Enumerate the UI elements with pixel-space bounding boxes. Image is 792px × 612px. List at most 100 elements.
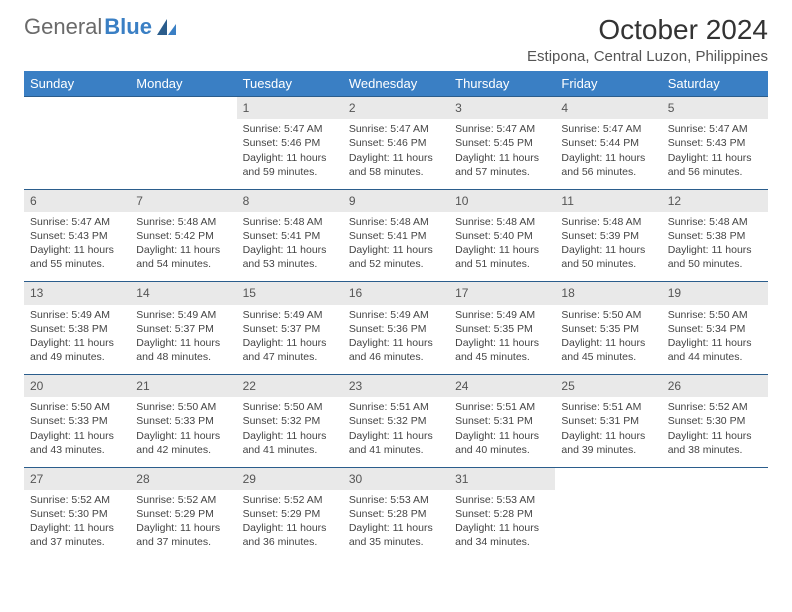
details-row: Sunrise: 5:49 AMSunset: 5:38 PMDaylight:…	[24, 305, 768, 375]
sunset-text: Sunset: 5:40 PM	[455, 229, 549, 243]
weekday-header: Wednesday	[343, 71, 449, 97]
day-number: 1	[243, 101, 250, 115]
brand-part2: Blue	[104, 14, 152, 40]
day-number-cell: 15	[237, 282, 343, 305]
day-number: 2	[349, 101, 356, 115]
sunset-text: Sunset: 5:46 PM	[349, 136, 443, 150]
day-number-cell: 6	[24, 189, 130, 212]
sunset-text: Sunset: 5:41 PM	[349, 229, 443, 243]
day-number: 20	[30, 379, 43, 393]
daynum-row: 20212223242526	[24, 375, 768, 398]
day-number: 25	[561, 379, 574, 393]
day-number-cell: 19	[662, 282, 768, 305]
day-details-cell: Sunrise: 5:49 AMSunset: 5:38 PMDaylight:…	[24, 305, 130, 375]
day-number-cell: 13	[24, 282, 130, 305]
details-row: Sunrise: 5:52 AM Sunset: 5:30 PMDaylight:…	[24, 490, 768, 560]
day-number-cell: 3	[449, 97, 555, 120]
daylight-text: Daylight: 11 hours and 42 minutes.	[136, 429, 230, 457]
daylight-text: Daylight: 11 hours and 47 minutes.	[243, 336, 337, 364]
sunrise-text: Sunrise: 5:48 AM	[455, 215, 549, 229]
sunrise-text: Sunrise: 5:47 AM	[455, 122, 549, 136]
daylight-text: Daylight: 11 hours and 37 minutes.	[30, 521, 124, 549]
sunrise-text: Sunrise: 5:49 AM	[243, 308, 337, 322]
daynum-row: 2728293031	[24, 467, 768, 490]
sunrise-text: Sunrise: 5:49 AM	[30, 308, 124, 322]
day-details-cell: Sunrise: 5:49 AMSunset: 5:37 PMDaylight:…	[237, 305, 343, 375]
day-number: 16	[349, 286, 362, 300]
sunrise-text: Sunrise: 5:47 AM	[668, 122, 762, 136]
day-details-cell: Sunrise: 5:48 AMSunset: 5:40 PMDaylight:…	[449, 212, 555, 282]
daylight-text: Daylight: 11 hours and 40 minutes.	[455, 429, 549, 457]
day-details-cell: Sunrise: 5:48 AMSunset: 5:41 PMDaylight:…	[343, 212, 449, 282]
day-details-cell: Sunrise: 5:49 AMSunset: 5:37 PMDaylight:…	[130, 305, 236, 375]
sunset-text: Sunset: 5:30 PM	[30, 507, 124, 521]
daylight-text: Daylight: 11 hours and 41 minutes.	[349, 429, 443, 457]
day-details-cell: Sunrise: 5:49 AMSunset: 5:35 PMDaylight:…	[449, 305, 555, 375]
sunrise-text: Sunrise: 5:52 AM	[136, 493, 230, 507]
day-number: 23	[349, 379, 362, 393]
sunset-text: Sunset: 5:35 PM	[561, 322, 655, 336]
day-details-cell: Sunrise: 5:50 AMSunset: 5:33 PMDaylight:…	[130, 397, 236, 467]
daylight-text: Daylight: 11 hours and 58 minutes.	[349, 151, 443, 179]
sunset-text: Sunset: 5:29 PM	[136, 507, 230, 521]
daynum-row: 12345	[24, 97, 768, 120]
location-subtitle: Estipona, Central Luzon, Philippines	[527, 48, 768, 65]
day-number: 12	[668, 194, 681, 208]
day-number-cell: 22	[237, 375, 343, 398]
day-number-cell: 31	[449, 467, 555, 490]
day-details-cell: Sunrise: 5:52 AMSunset: 5:29 PMDaylight:…	[237, 490, 343, 560]
sunset-text: Sunset: 5:38 PM	[30, 322, 124, 336]
page-header: GeneralBlue October 2024 Estipona, Centr…	[24, 14, 768, 65]
day-number-cell: 14	[130, 282, 236, 305]
logo-sail-icon	[156, 18, 178, 36]
day-details-cell: Sunrise: 5:50 AMSunset: 5:34 PMDaylight:…	[662, 305, 768, 375]
sunrise-text: Sunrise: 5:50 AM	[668, 308, 762, 322]
sunset-text: Sunset: 5:38 PM	[668, 229, 762, 243]
sunset-text: Sunset: 5:41 PM	[243, 229, 337, 243]
weekday-header: Friday	[555, 71, 661, 97]
empty-cell	[24, 97, 130, 120]
empty-cell	[130, 97, 236, 120]
empty-cell	[24, 119, 130, 189]
sunrise-text: Sunrise: 5:50 AM	[561, 308, 655, 322]
daylight-text: Daylight: 11 hours and 45 minutes.	[455, 336, 549, 364]
sunrise-text: Sunrise: 5:48 AM	[561, 215, 655, 229]
sunrise-text: Sunrise: 5:52 AM	[243, 493, 337, 507]
sunset-text: Sunset: 5:43 PM	[30, 229, 124, 243]
calendar-body: 12345Sunrise: 5:47 AMSunset: 5:46 PMDayl…	[24, 97, 768, 560]
day-number-cell: 28	[130, 467, 236, 490]
calendar-table: SundayMondayTuesdayWednesdayThursdayFrid…	[24, 71, 768, 560]
sunset-text: Sunset: 5:32 PM	[243, 414, 337, 428]
sunrise-text: Sunrise: 5:49 AM	[349, 308, 443, 322]
day-number-cell: 23	[343, 375, 449, 398]
day-number-cell: 9	[343, 189, 449, 212]
sunset-text: Sunset: 5:45 PM	[455, 136, 549, 150]
day-number: 17	[455, 286, 468, 300]
daylight-text: Daylight: 11 hours and 48 minutes.	[136, 336, 230, 364]
day-number: 14	[136, 286, 149, 300]
day-number: 4	[561, 101, 568, 115]
daylight-text: Daylight: 11 hours and 55 minutes.	[30, 243, 124, 271]
day-details-cell: Sunrise: 5:50 AMSunset: 5:33 PMDaylight:…	[24, 397, 130, 467]
sunset-text: Sunset: 5:31 PM	[455, 414, 549, 428]
day-details-cell: Sunrise: 5:49 AMSunset: 5:36 PMDaylight:…	[343, 305, 449, 375]
sunrise-text: Sunrise: 5:53 AM	[455, 493, 549, 507]
sunset-text: Sunset: 5:32 PM	[349, 414, 443, 428]
sunset-text: Sunset: 5:28 PM	[349, 507, 443, 521]
day-number: 30	[349, 472, 362, 486]
sunrise-text: Sunrise: 5:48 AM	[668, 215, 762, 229]
day-number: 13	[30, 286, 43, 300]
day-details-cell: Sunrise: 5:52 AMSunset: 5:29 PMDaylight:…	[130, 490, 236, 560]
sunset-text: Sunset: 5:46 PM	[243, 136, 337, 150]
sunrise-text: Sunrise: 5:47 AM	[243, 122, 337, 136]
day-number-cell: 18	[555, 282, 661, 305]
sunrise-text: Sunrise: 5:49 AM	[136, 308, 230, 322]
weekday-header: Monday	[130, 71, 236, 97]
daynum-row: 13 14 15 16 17 1819	[24, 282, 768, 305]
sunrise-text: Sunrise: 5:52 AM	[668, 400, 762, 414]
day-number: 11	[561, 194, 573, 208]
sunset-text: Sunset: 5:33 PM	[30, 414, 124, 428]
details-row: Sunrise: 5:47 AMSunset: 5:46 PMDaylight:…	[24, 119, 768, 189]
daylight-text: Daylight: 11 hours and 46 minutes.	[349, 336, 443, 364]
sunset-text: Sunset: 5:29 PM	[243, 507, 337, 521]
